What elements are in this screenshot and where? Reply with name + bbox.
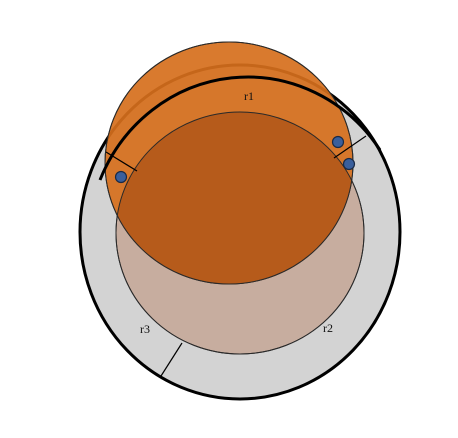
radius-line-right <box>333 135 367 159</box>
radius-line-r3 <box>160 342 183 377</box>
outer-circle-top-arc <box>98 75 382 181</box>
marker-dot-left <box>114 170 128 184</box>
marker-dot-upper-right <box>331 135 345 149</box>
label-r1: r1 <box>244 89 254 103</box>
label-r3: r3 <box>140 322 150 336</box>
label-r2: r2 <box>323 321 333 335</box>
marker-dot-lower-right <box>342 157 356 171</box>
circle-overlap <box>116 112 353 284</box>
radius-line-left <box>105 151 138 172</box>
circle-r2-outline <box>115 111 365 355</box>
